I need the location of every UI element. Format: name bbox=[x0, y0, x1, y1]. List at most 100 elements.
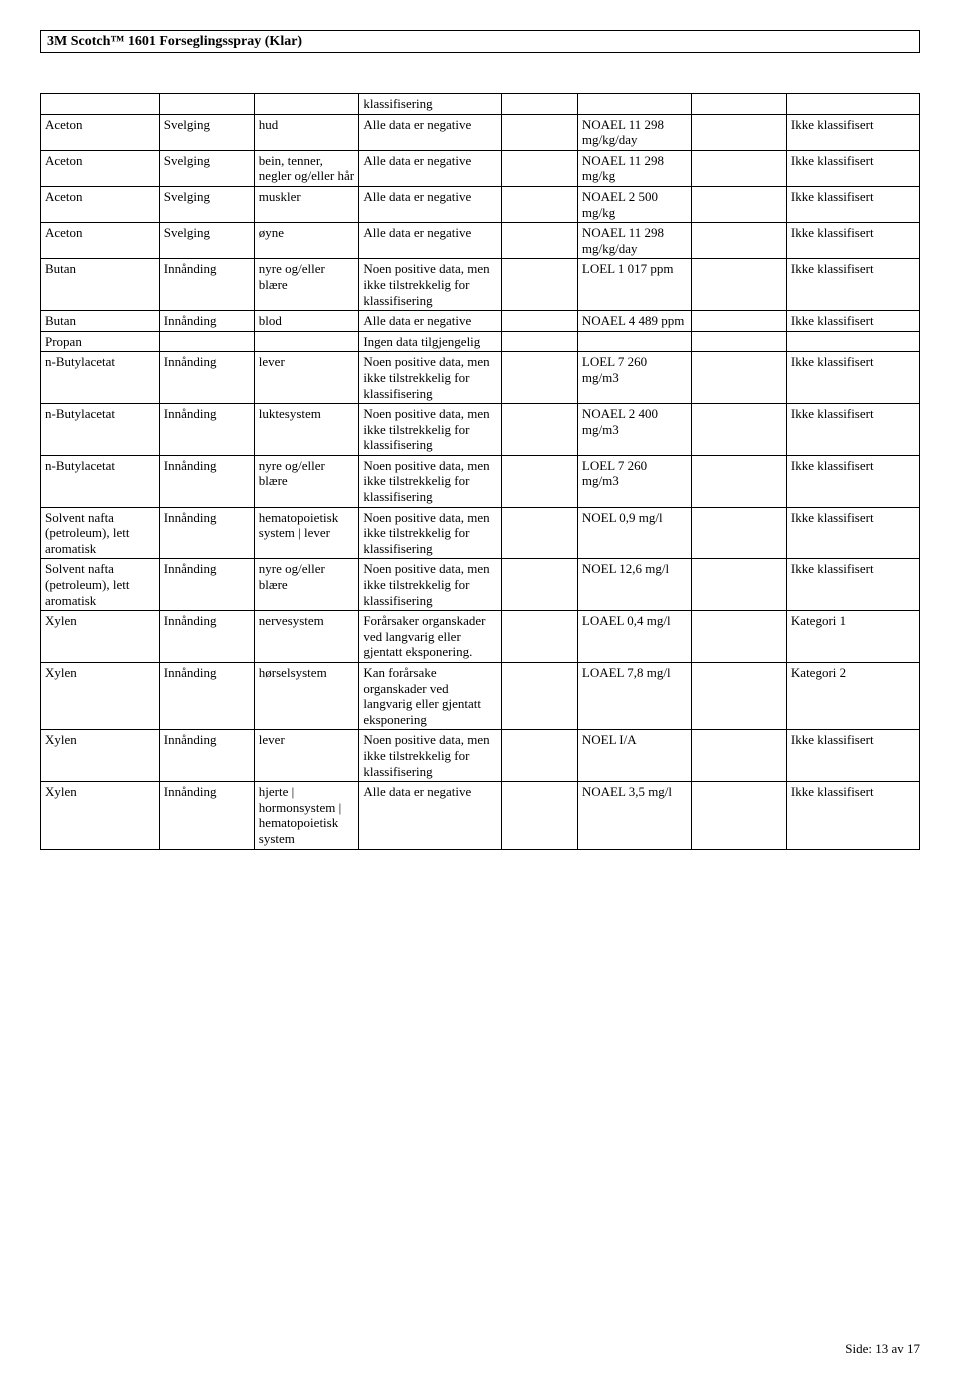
table-cell: n-Butylacetat bbox=[41, 404, 160, 456]
table-row: XylenInnåndingleverNoen positive data, m… bbox=[41, 730, 920, 782]
table-cell: bein, tenner, negler og/eller hår bbox=[254, 150, 359, 186]
table-row: ButanInnåndingnyre og/eller blæreNoen po… bbox=[41, 259, 920, 311]
table-cell: n-Butylacetat bbox=[41, 352, 160, 404]
table-cell bbox=[501, 150, 577, 186]
table-cell: NOAEL 11 298 mg/kg/day bbox=[577, 223, 691, 259]
table-cell: NOAEL 2 400 mg/m3 bbox=[577, 404, 691, 456]
table-cell: Solvent nafta (petroleum), lett aromatis… bbox=[41, 507, 160, 559]
table-cell bbox=[501, 404, 577, 456]
table-cell: Alle data er negative bbox=[359, 150, 502, 186]
table-cell: Svelging bbox=[159, 114, 254, 150]
table-cell: LOAEL 7,8 mg/l bbox=[577, 663, 691, 730]
table-cell bbox=[691, 611, 786, 663]
table-cell bbox=[254, 331, 359, 352]
table-cell: Ikke klassifisert bbox=[786, 186, 919, 222]
table-cell: nyre og/eller blære bbox=[254, 455, 359, 507]
table-cell bbox=[691, 223, 786, 259]
table-cell bbox=[501, 311, 577, 332]
table-cell: Innånding bbox=[159, 782, 254, 849]
table-cell bbox=[691, 311, 786, 332]
table-cell: nyre og/eller blære bbox=[254, 559, 359, 611]
footer-text: Side: 13 av 17 bbox=[845, 1341, 920, 1356]
table-cell bbox=[501, 114, 577, 150]
table-cell: Noen positive data, men ikke tilstrekkel… bbox=[359, 730, 502, 782]
table-cell bbox=[159, 94, 254, 115]
table-cell: Ikke klassifisert bbox=[786, 223, 919, 259]
table-cell: Alle data er negative bbox=[359, 311, 502, 332]
table-cell: LOAEL 0,4 mg/l bbox=[577, 611, 691, 663]
table-cell: LOEL 1 017 ppm bbox=[577, 259, 691, 311]
table-cell: n-Butylacetat bbox=[41, 455, 160, 507]
table-cell: Propan bbox=[41, 331, 160, 352]
table-cell: Innånding bbox=[159, 611, 254, 663]
table-cell: hematopoietisk system | lever bbox=[254, 507, 359, 559]
table-row: n-ButylacetatInnåndingnyre og/eller blær… bbox=[41, 455, 920, 507]
table-cell: Butan bbox=[41, 311, 160, 332]
table-cell: hud bbox=[254, 114, 359, 150]
table-cell bbox=[501, 331, 577, 352]
table-row: n-ButylacetatInnåndingleverNoen positive… bbox=[41, 352, 920, 404]
table-cell bbox=[501, 663, 577, 730]
table-cell: lever bbox=[254, 352, 359, 404]
page-title: 3M Scotch™ 1601 Forseglingsspray (Klar) bbox=[47, 34, 302, 49]
table-cell bbox=[691, 730, 786, 782]
table-cell: Innånding bbox=[159, 404, 254, 456]
table-cell: Innånding bbox=[159, 730, 254, 782]
table-cell: Alle data er negative bbox=[359, 782, 502, 849]
table-cell: Ingen data tilgjengelig bbox=[359, 331, 502, 352]
table-cell bbox=[501, 507, 577, 559]
table-cell: NOEL 12,6 mg/l bbox=[577, 559, 691, 611]
table-cell: NOEL I/A bbox=[577, 730, 691, 782]
title-box: 3M Scotch™ 1601 Forseglingsspray (Klar) bbox=[40, 30, 920, 53]
table-cell bbox=[501, 782, 577, 849]
table-cell: Ikke klassifisert bbox=[786, 259, 919, 311]
table-cell: Innånding bbox=[159, 559, 254, 611]
table-row: Propan Ingen data tilgjengelig bbox=[41, 331, 920, 352]
table-cell bbox=[691, 404, 786, 456]
table-cell: Alle data er negative bbox=[359, 114, 502, 150]
table-cell: blod bbox=[254, 311, 359, 332]
table-cell: Ikke klassifisert bbox=[786, 559, 919, 611]
table-cell bbox=[691, 259, 786, 311]
table-cell: nervesystem bbox=[254, 611, 359, 663]
table-cell: Kan forårsake organskader ved langvarig … bbox=[359, 663, 502, 730]
table-cell: Noen positive data, men ikke tilstrekkel… bbox=[359, 455, 502, 507]
table-cell: NOEL 0,9 mg/l bbox=[577, 507, 691, 559]
table-cell: NOAEL 2 500 mg/kg bbox=[577, 186, 691, 222]
table-cell: Svelging bbox=[159, 223, 254, 259]
table-cell bbox=[691, 507, 786, 559]
table-cell bbox=[501, 455, 577, 507]
table-cell: Aceton bbox=[41, 150, 160, 186]
table-cell: Aceton bbox=[41, 114, 160, 150]
table-cell: Innånding bbox=[159, 663, 254, 730]
table-cell: hørselsystem bbox=[254, 663, 359, 730]
table-cell bbox=[577, 94, 691, 115]
table-row: AcetonSvelgingmusklerAlle data er negati… bbox=[41, 186, 920, 222]
table-cell bbox=[501, 223, 577, 259]
table-cell: NOAEL 4 489 ppm bbox=[577, 311, 691, 332]
table-cell bbox=[691, 782, 786, 849]
table-row: Solvent nafta (petroleum), lett aromatis… bbox=[41, 507, 920, 559]
table-cell bbox=[691, 559, 786, 611]
table-cell: Svelging bbox=[159, 150, 254, 186]
table-cell bbox=[691, 186, 786, 222]
table-cell: muskler bbox=[254, 186, 359, 222]
page-footer: Side: 13 av 17 bbox=[845, 1341, 920, 1357]
table-cell: luktesystem bbox=[254, 404, 359, 456]
table-cell bbox=[786, 94, 919, 115]
table-cell: Noen positive data, men ikke tilstrekkel… bbox=[359, 259, 502, 311]
table-cell: Butan bbox=[41, 259, 160, 311]
table-cell: Innånding bbox=[159, 259, 254, 311]
table-row: XylenInnåndinghjerte | hormonsystem | he… bbox=[41, 782, 920, 849]
table-cell bbox=[159, 331, 254, 352]
table-cell: øyne bbox=[254, 223, 359, 259]
table-cell bbox=[501, 611, 577, 663]
table-cell bbox=[501, 559, 577, 611]
table-cell: Noen positive data, men ikke tilstrekkel… bbox=[359, 404, 502, 456]
table-cell: Innånding bbox=[159, 455, 254, 507]
table-cell: Ikke klassifisert bbox=[786, 150, 919, 186]
table-cell bbox=[691, 94, 786, 115]
table-cell: Kategori 1 bbox=[786, 611, 919, 663]
table-cell: Noen positive data, men ikke tilstrekkel… bbox=[359, 352, 502, 404]
table-cell bbox=[691, 331, 786, 352]
